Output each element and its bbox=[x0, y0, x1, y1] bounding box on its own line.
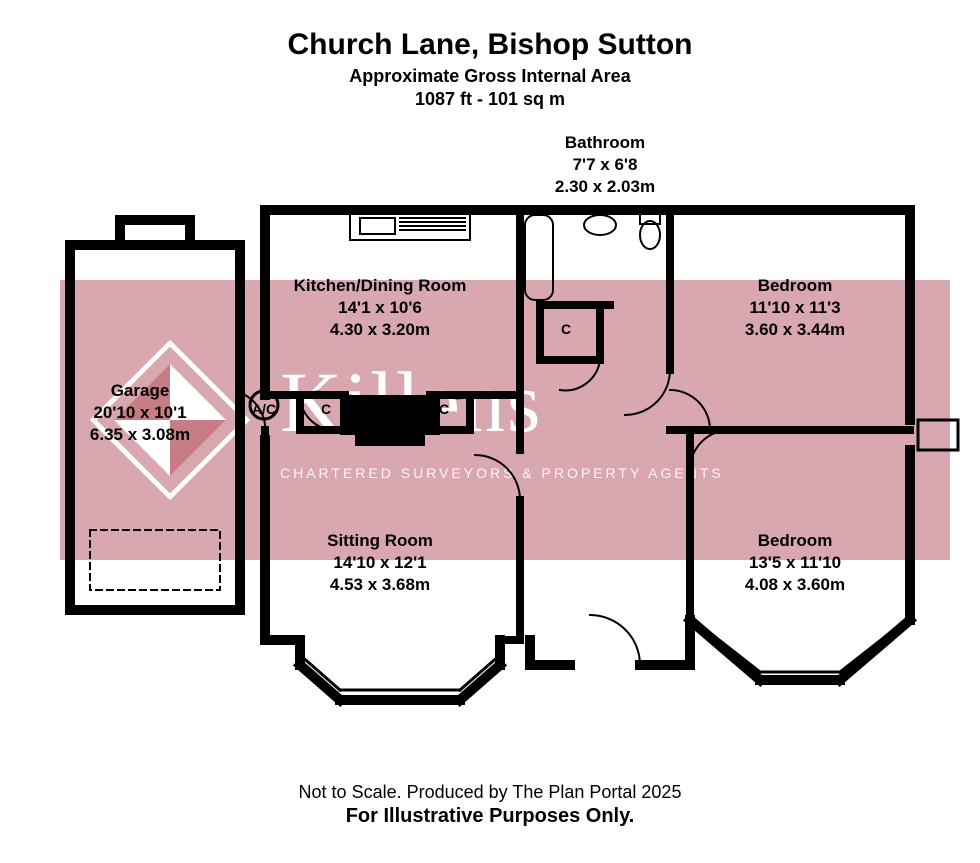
label-bedroom1: Bedroom 11'10 x 11'3 3.60 x 3.44m bbox=[715, 275, 875, 341]
label-bathroom: Bathroom 7'7 x 6'8 2.30 x 2.03m bbox=[535, 132, 675, 198]
label-ac: A/C bbox=[250, 400, 278, 418]
label-sitting: Sitting Room 14'10 x 12'1 4.53 x 3.68m bbox=[290, 530, 470, 596]
label-c3: C bbox=[558, 320, 574, 338]
label-c2: C bbox=[436, 400, 452, 418]
label-kitchen: Kitchen/Dining Room 14'1 x 10'6 4.30 x 3… bbox=[280, 275, 480, 341]
label-garage: Garage 20'10 x 10'1 6.35 x 3.08m bbox=[75, 380, 205, 446]
label-c1: C bbox=[318, 400, 334, 418]
label-bedroom2: Bedroom 13'5 x 11'10 4.08 x 3.60m bbox=[715, 530, 875, 596]
